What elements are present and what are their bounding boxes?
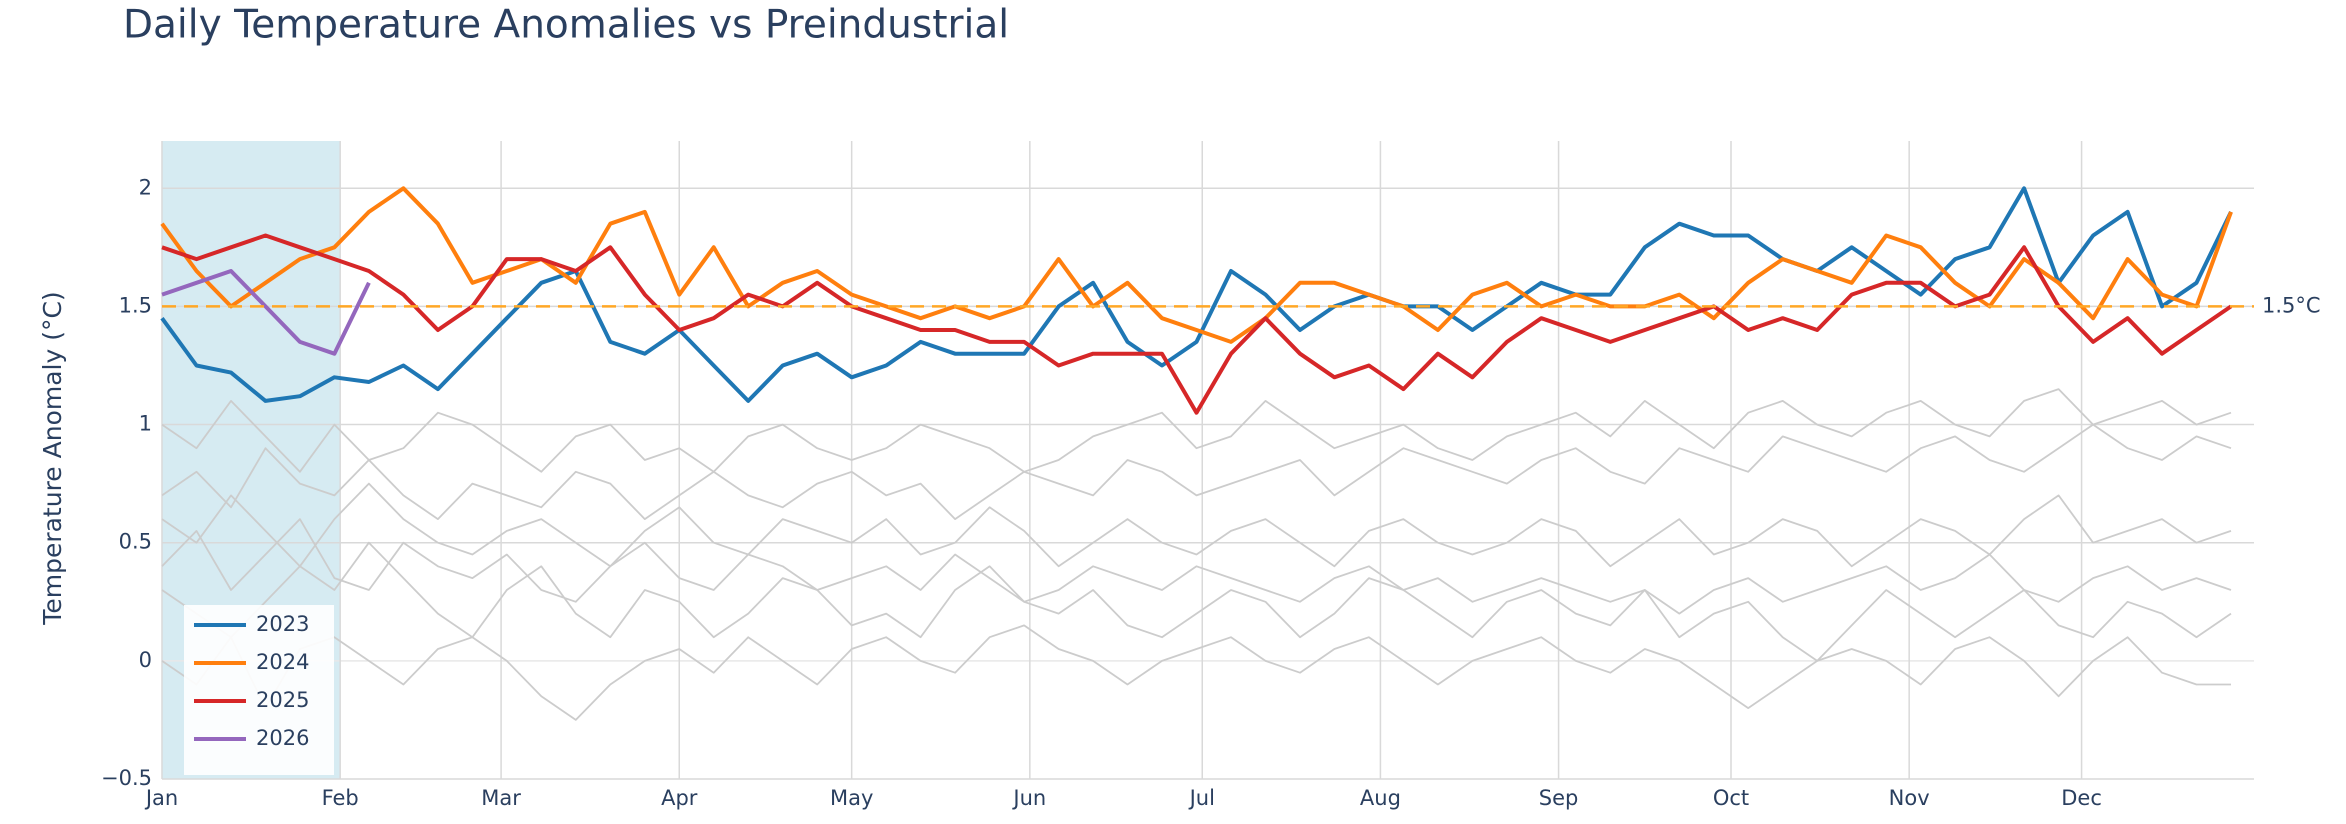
legend-label: 2026 — [256, 726, 309, 750]
series-line — [161, 233, 2233, 415]
background-line — [161, 518, 2232, 615]
x-tick-label: Apr — [661, 786, 698, 810]
y-tick-label: 1.5 — [119, 293, 152, 317]
chart-title: Daily Temperature Anomalies vs Preindust… — [123, 3, 1009, 48]
x-tick-label: Mar — [481, 786, 521, 810]
series-line — [160, 186, 2233, 403]
series-line — [161, 269, 371, 356]
legend-label: 2023 — [256, 612, 309, 636]
x-tick-label: Nov — [1889, 786, 1930, 810]
background-line — [161, 541, 2232, 662]
x-tick-label: Jul — [1188, 786, 1215, 810]
background-line — [161, 624, 2231, 721]
x-tick-label: Oct — [1713, 786, 1749, 810]
y-axis-label: Temperature Anomaly (°C) — [38, 291, 67, 625]
legend-label: 2025 — [256, 688, 309, 712]
x-tick-label: Jun — [1011, 786, 1046, 810]
y-tick-label: −0.5 — [101, 766, 152, 790]
background-line — [161, 388, 2232, 473]
series-line — [160, 186, 2233, 344]
background-line — [161, 482, 2232, 568]
legend-label: 2024 — [256, 650, 309, 674]
x-tick-label: Dec — [2061, 786, 2102, 810]
y-tick-label: 1 — [139, 412, 152, 436]
y-tick-label: 0 — [139, 648, 152, 672]
x-tick-label: Aug — [1360, 786, 1401, 810]
y-tick-label: 0.5 — [119, 530, 152, 554]
y-tick-label: 2 — [139, 175, 152, 199]
x-tick-label: Jan — [144, 786, 178, 810]
x-tick-label: Sep — [1539, 786, 1579, 810]
x-tick-label: May — [830, 786, 873, 810]
legend-box — [184, 605, 334, 775]
x-tick-label: Feb — [322, 786, 359, 810]
reference-label: 1.5°C — [2262, 293, 2321, 317]
background-line — [161, 423, 2232, 520]
